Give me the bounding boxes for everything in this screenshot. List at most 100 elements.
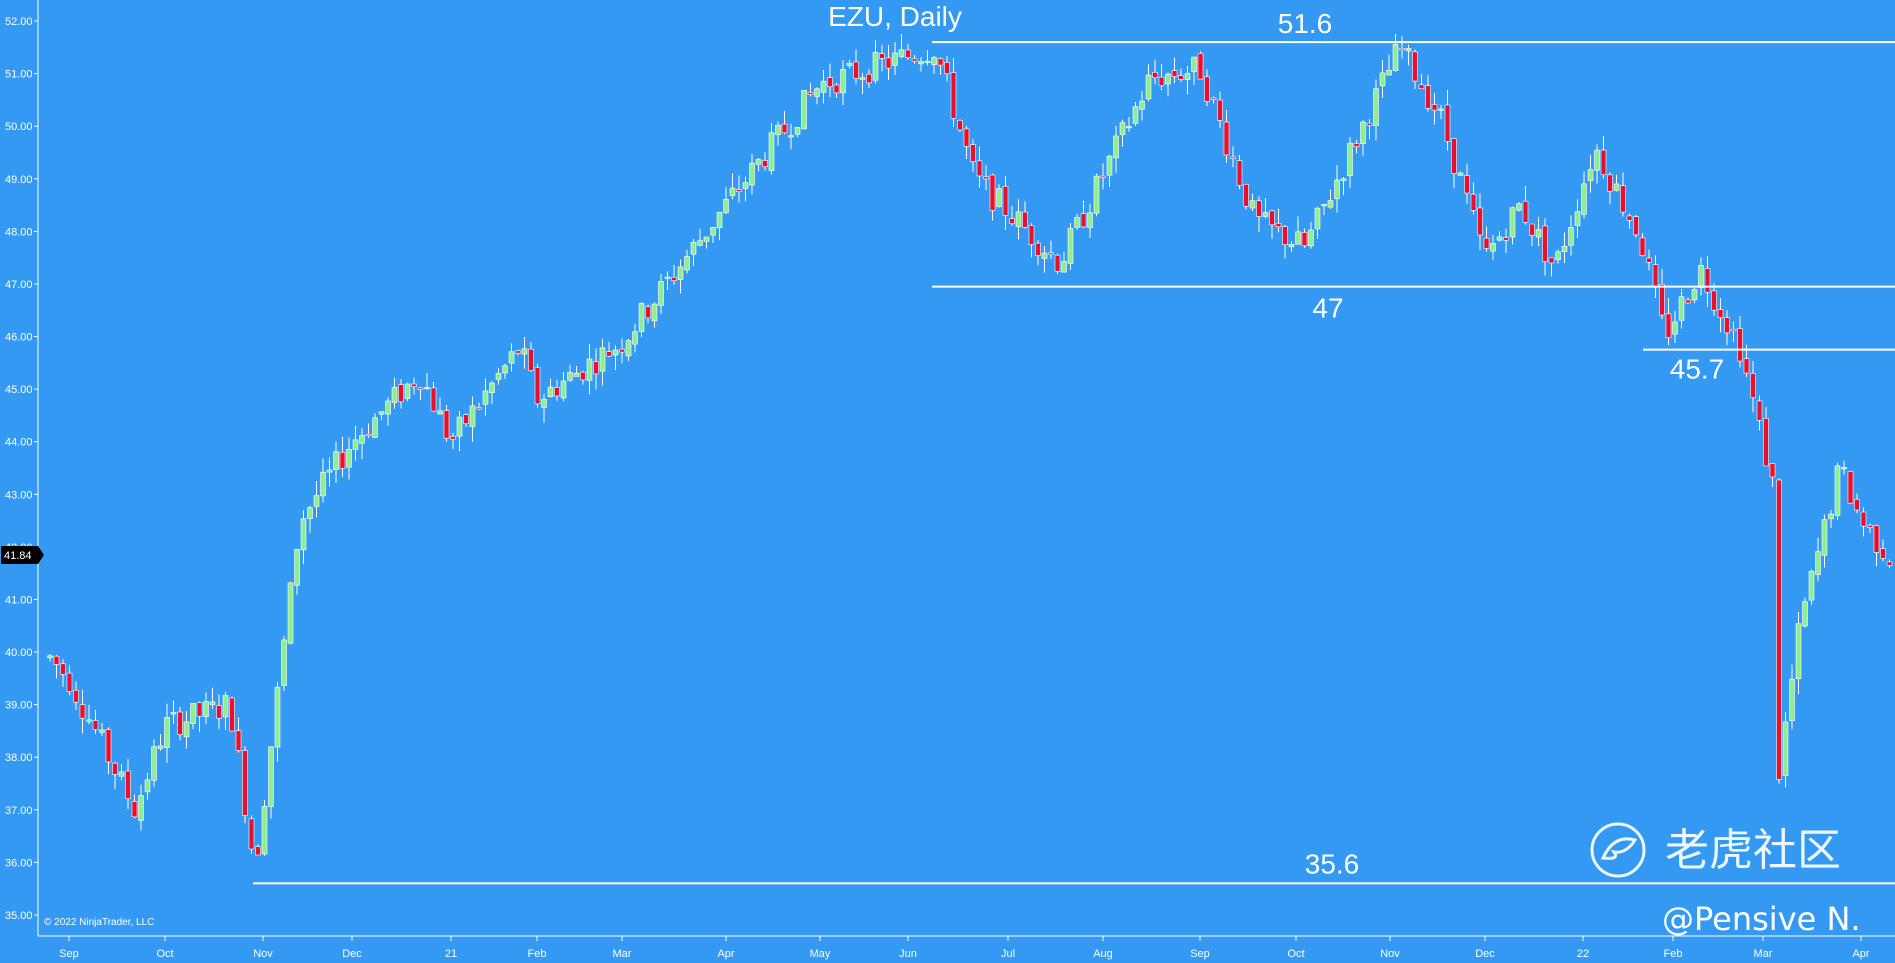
candle-body [1022, 211, 1028, 228]
candle-body [736, 189, 742, 192]
candle-body [840, 68, 846, 94]
y-tick-label: 36.00 [5, 857, 33, 869]
y-tick-label: 43.00 [5, 489, 33, 501]
candle-body [1873, 525, 1880, 553]
candle-body [833, 84, 840, 94]
candle-body [1288, 244, 1295, 248]
candle-body [1509, 207, 1516, 238]
candle-body [1139, 100, 1145, 110]
y-tick-label: 40.00 [5, 647, 33, 659]
candle-body [261, 806, 268, 855]
candle-body [1191, 56, 1197, 73]
candle-body [1210, 97, 1217, 100]
candle-body [1854, 499, 1860, 511]
candle-body [372, 417, 378, 438]
candle-body [255, 846, 261, 856]
candle-body [1347, 142, 1353, 177]
candle-body [235, 730, 242, 751]
candle-body [723, 198, 729, 214]
candle-body [1542, 225, 1548, 262]
candle-body [346, 449, 352, 468]
candle-body [1256, 200, 1262, 217]
candle-body [1249, 200, 1256, 209]
candle-body [1652, 264, 1659, 287]
candle-body [450, 436, 456, 440]
candle-body [1672, 321, 1678, 335]
watermark: 老虎社区 @Pensive N. [1590, 822, 1861, 938]
candle-body [1568, 227, 1574, 246]
candle-body [1678, 296, 1685, 321]
candle-body [385, 400, 391, 415]
level-label: 35.6 [1305, 848, 1360, 879]
x-tick-label: Nov [1380, 948, 1400, 960]
candle-body [86, 719, 92, 722]
candle-body [638, 303, 645, 332]
candle-body [918, 61, 924, 65]
candle-body [268, 746, 274, 807]
candle-body [333, 451, 339, 470]
candle-body [92, 720, 99, 730]
candle-body [567, 372, 573, 381]
candle-body [60, 663, 66, 675]
candle-body [1769, 463, 1776, 478]
candle-body [1379, 72, 1386, 87]
candle-body [1750, 373, 1756, 399]
candle-body [1490, 242, 1496, 252]
candle-body [1659, 284, 1665, 316]
candle-body [411, 383, 417, 387]
candle-body [118, 771, 125, 777]
candle-body [1178, 75, 1184, 80]
candle-body [359, 435, 365, 444]
candle-body [872, 52, 879, 81]
candle-body [326, 469, 333, 473]
x-tick-label: Oct [1287, 948, 1304, 960]
watermark-cn: 老虎社区 [1665, 825, 1841, 876]
candle-body [1600, 149, 1607, 176]
candle-body [742, 182, 749, 190]
candle-body [989, 174, 996, 211]
candle-body [1737, 328, 1743, 362]
candle-body [905, 49, 911, 58]
candle-body [690, 241, 697, 255]
candle-body [1119, 122, 1126, 135]
candle-body [1204, 76, 1210, 102]
candle-body [1802, 601, 1808, 627]
candle-body [476, 407, 482, 410]
candle-body [671, 276, 677, 281]
candle-body [1054, 254, 1061, 272]
candle-body [963, 128, 970, 147]
candle-body [625, 340, 632, 357]
candle-body [755, 159, 762, 165]
candle-body [1041, 252, 1048, 259]
x-axis: Sep Oct Nov Dec 21 Feb Mar Apr May Jun Jul Aug Sep Oc… [38, 935, 1895, 960]
candle-body [274, 686, 281, 748]
candle-body [1015, 211, 1022, 228]
candle-body [580, 371, 586, 381]
y-tick-label: 39.00 [5, 700, 33, 712]
candle-body [1555, 251, 1561, 261]
candle-body [996, 188, 1002, 207]
y-tick-label: 37.00 [5, 805, 33, 817]
y-axis: 35.0036.0037.0038.0039.0040.0041.0042.00… [5, 0, 39, 936]
candle-body [1334, 179, 1340, 199]
candle-body [300, 518, 307, 551]
candle-body [528, 348, 534, 371]
candle-body [1834, 465, 1841, 516]
candle-body [1236, 160, 1243, 186]
candle-body [1613, 183, 1620, 191]
candle-body [489, 382, 495, 393]
candle-body [164, 717, 170, 749]
candle-body [1269, 210, 1275, 226]
chart-title: EZU, Daily [828, 1, 962, 32]
x-tick-label: Dec [342, 948, 362, 960]
candle-body [1275, 223, 1282, 228]
candle-body [1535, 229, 1542, 238]
candle-body [1860, 511, 1867, 527]
candle-body [157, 745, 164, 749]
candle-body [1321, 203, 1327, 207]
candle-body [417, 387, 424, 390]
candle-body [313, 495, 320, 507]
candle-body [1197, 53, 1204, 80]
candle-body [645, 306, 651, 319]
candle-body [1685, 299, 1691, 304]
